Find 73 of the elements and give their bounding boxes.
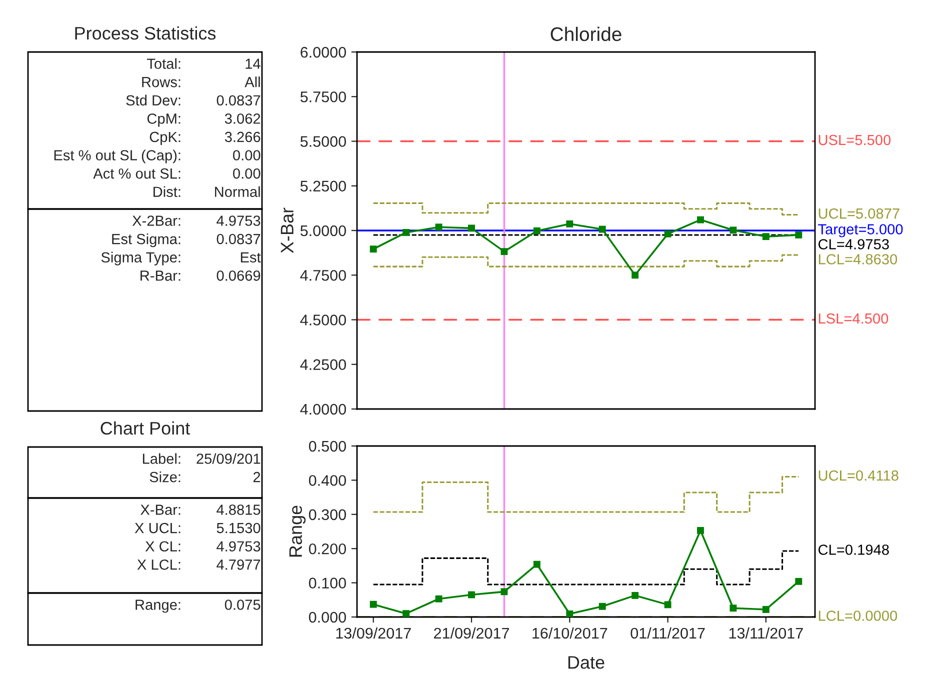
text: 3.062	[224, 113, 260, 124]
text: Rows:	[142, 77, 180, 88]
text: 0.0837	[216, 95, 260, 106]
text: X LCL:	[137, 559, 180, 570]
text: CpK:	[150, 132, 180, 145]
x-tick-label: 01/11/2017	[630, 627, 705, 639]
y-tick-label: 0.100	[308, 578, 346, 588]
x-tick-label: 16/10/2017	[532, 627, 608, 639]
text: R-Bar:	[140, 270, 180, 281]
y-tick-label: 5.2500	[300, 180, 346, 192]
chart-title: Chloride	[550, 26, 622, 42]
y-tick-label: 0.200	[308, 543, 346, 554]
text: Range:	[136, 600, 180, 613]
text: X-Bar:	[140, 504, 180, 515]
x-tick-label: 21/09/2017	[434, 627, 509, 639]
text: X UCL:	[134, 522, 180, 534]
y-tick-label: 4.2500	[300, 359, 346, 370]
text: 0.00	[233, 150, 260, 160]
y-axis-title: Range	[289, 506, 306, 557]
text: 0.00	[233, 168, 260, 179]
text: 4.9753	[216, 216, 260, 226]
ref-line-label: LSL=4.500	[818, 313, 888, 324]
y-tick-label: 4.5000	[300, 314, 346, 326]
text: Normal	[215, 186, 260, 198]
y-tick-label: 4.7500	[300, 270, 346, 281]
text: Chart Point	[100, 421, 190, 435]
x-tick-label: 13/11/2017	[729, 627, 803, 639]
text: 5.1530	[216, 522, 260, 534]
text: 14	[246, 58, 260, 69]
y-tick-label: 6.0000	[300, 46, 346, 58]
text: Total:	[146, 58, 180, 69]
text: 4.7977	[216, 559, 260, 570]
text: 2	[253, 472, 260, 482]
series-label: UCL=0.4118	[818, 470, 898, 481]
y-tick-label: 0.300	[308, 509, 346, 520]
text: 25/09/201	[196, 453, 260, 464]
y-tick-label: 0.500	[308, 440, 346, 452]
text: Est % out SL (Cap):	[54, 150, 180, 164]
y-tick-label: 4.0000	[300, 404, 346, 415]
x-tick-label: 13/09/2017	[336, 627, 411, 639]
ref-line-label: Target=5.000	[818, 224, 903, 238]
text: 0.0837	[216, 234, 260, 244]
y-tick-label: 0.000	[308, 612, 346, 623]
text: Size:	[150, 472, 180, 482]
y-tick-label: 5.7500	[300, 91, 346, 102]
y-tick-label: 0.400	[308, 475, 346, 486]
series-label: UCL=5.0877	[818, 208, 900, 219]
text: 4.8815	[216, 504, 260, 515]
text: CpM:	[147, 113, 180, 127]
y-tick-label: 5.5000	[300, 136, 346, 147]
text: X-2Bar:	[132, 216, 180, 226]
text: 3.266	[224, 132, 260, 142]
text: X CL:	[145, 541, 180, 552]
text: 0.0669	[216, 270, 260, 281]
text: Process Statistics	[75, 26, 216, 40]
text: Est Sigma:	[112, 234, 180, 248]
ref-line-label: LCL=0.0000	[818, 610, 898, 621]
text: Sigma Type:	[101, 252, 180, 266]
text: Std Dev:	[126, 94, 180, 106]
text: Act % out SL:	[93, 168, 180, 179]
text: Label:	[142, 453, 180, 464]
y-tick-label: 5.0000	[300, 225, 346, 236]
text: All	[244, 76, 260, 88]
series-label: LCL=4.8630	[818, 254, 898, 264]
x-axis-title: Date	[568, 656, 604, 669]
text: Dist:	[154, 186, 180, 198]
y-axis-title: X-Bar	[280, 208, 294, 254]
series-label: CL=0.1948	[818, 544, 889, 555]
series-label: CL=4.9753	[818, 239, 889, 250]
ref-line-label: USL=5.500	[818, 134, 891, 146]
text: Est	[240, 252, 261, 263]
text: 0.075	[224, 600, 260, 610]
text: 4.9753	[216, 541, 260, 552]
